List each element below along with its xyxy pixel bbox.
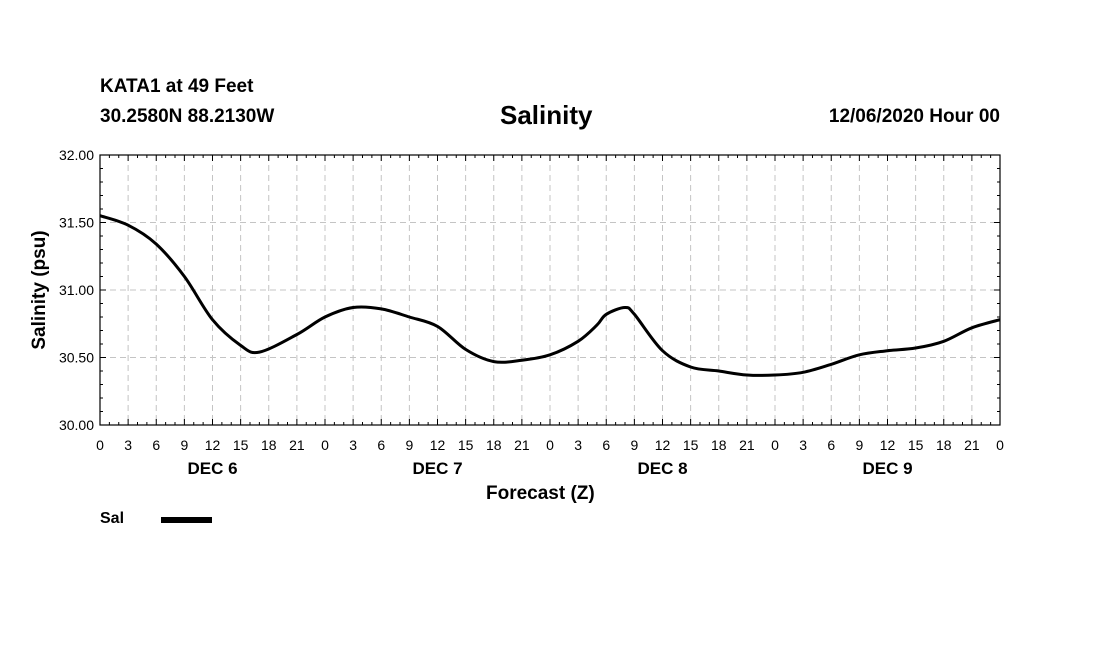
x-tick-label: 3 [124, 437, 132, 453]
x-tick-label: 21 [514, 437, 530, 453]
legend-label: Sal [100, 510, 125, 527]
x-tick-label: 21 [964, 437, 980, 453]
x-tick-label: 9 [180, 437, 188, 453]
x-tick-label: 12 [655, 437, 671, 453]
x-tick-label: 0 [546, 437, 554, 453]
x-tick-label: 12 [880, 437, 896, 453]
x-tick-label: 6 [827, 437, 835, 453]
y-tick-label: 30.00 [59, 417, 94, 433]
x-tick-label: 0 [771, 437, 779, 453]
x-tick-label: 15 [458, 437, 474, 453]
x-tick-label: 3 [574, 437, 582, 453]
x-tick-label: 15 [683, 437, 699, 453]
x-tick-label: 12 [205, 437, 221, 453]
x-tick-label: 18 [936, 437, 952, 453]
x-tick-label: 12 [430, 437, 446, 453]
x-tick-label: 0 [321, 437, 329, 453]
x-tick-label: 0 [996, 437, 1004, 453]
x-tick-label: 21 [289, 437, 305, 453]
chart-title: Salinity [500, 100, 593, 130]
x-tick-label: 9 [405, 437, 413, 453]
x-tick-label: 15 [908, 437, 924, 453]
x-tick-label: 6 [152, 437, 160, 453]
y-tick-label: 32.00 [59, 147, 94, 163]
x-tick-label: 9 [630, 437, 638, 453]
station-coordinates: 30.2580N 88.2130W [100, 106, 275, 127]
x-tick-label: 6 [602, 437, 610, 453]
y-tick-label: 30.50 [59, 350, 94, 366]
x-tick-label: 3 [349, 437, 357, 453]
day-label: DEC 7 [412, 459, 462, 478]
x-axis-label: Forecast (Z) [486, 483, 595, 504]
x-tick-label: 18 [711, 437, 727, 453]
x-tick-label: 0 [96, 437, 104, 453]
x-tick-label: 6 [377, 437, 385, 453]
x-tick-label: 18 [486, 437, 502, 453]
issue-time: 12/06/2020 Hour 00 [828, 106, 1000, 127]
station-title: KATA1 at 49 Feet [100, 76, 254, 97]
day-label: DEC 9 [862, 459, 912, 478]
day-label: DEC 8 [637, 459, 687, 478]
day-label: DEC 6 [187, 459, 237, 478]
legend-swatch [161, 517, 212, 523]
y-tick-label: 31.50 [59, 215, 94, 231]
x-tick-label: 21 [739, 437, 755, 453]
y-tick-label: 31.00 [59, 282, 94, 298]
salinity-series-line [99, 214, 1001, 377]
x-tick-label: 9 [855, 437, 863, 453]
x-tick-label: 3 [799, 437, 807, 453]
x-tick-label: 15 [233, 437, 249, 453]
x-tick-label: 18 [261, 437, 277, 453]
